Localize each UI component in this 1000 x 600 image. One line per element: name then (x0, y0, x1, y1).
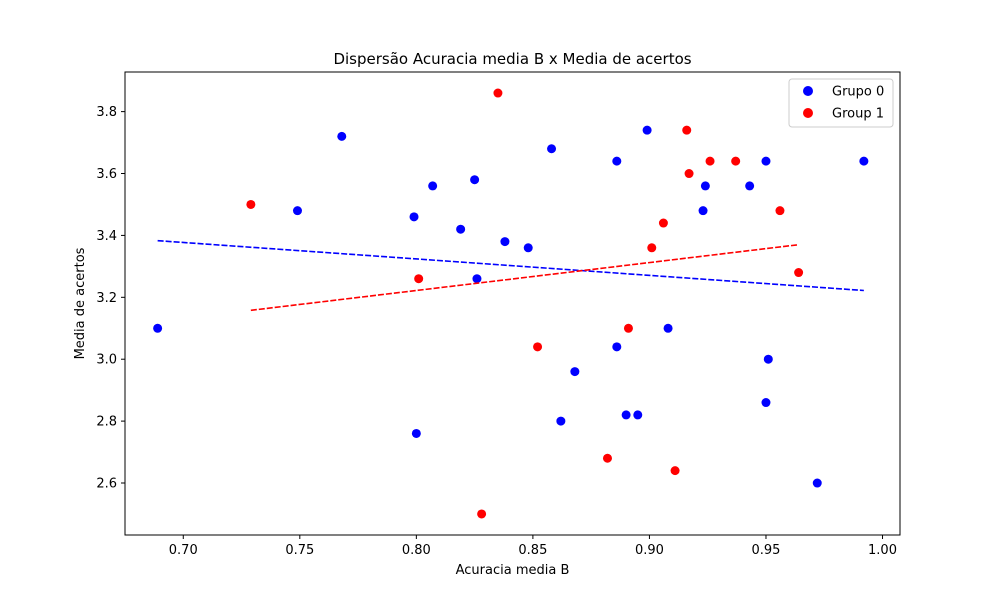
legend-label-grupo-0: Grupo 0 (832, 85, 884, 100)
axes-frame (124, 71, 901, 536)
legend-marker-group-1 (803, 108, 813, 118)
y-tick-label: 3.8 (96, 105, 117, 120)
x-tick-label: 0.90 (635, 543, 664, 558)
point-grupo-0-11 (547, 144, 557, 154)
point-grupo-0-25 (763, 354, 773, 364)
point-grupo-0-0 (153, 323, 163, 333)
y-tick-label: 3.6 (96, 167, 117, 182)
point-grupo-0-21 (700, 181, 710, 191)
point-group-1-14 (775, 206, 785, 216)
point-group-1-2 (477, 509, 487, 519)
point-group-1-8 (658, 218, 668, 228)
point-grupo-0-3 (409, 212, 419, 222)
axis-ticks: 0.70 0.75 0.80 0.85 0.90 0.95 1.00 2.6 2.8 3.0 3.2… (96, 105, 897, 558)
data-marks (153, 88, 869, 519)
point-group-1-1 (414, 274, 424, 284)
point-grupo-0-4 (411, 428, 421, 438)
point-group-1-12 (705, 156, 715, 166)
legend-box (788, 78, 894, 128)
point-grupo-0-13 (570, 367, 580, 377)
y-tick-label: 3.0 (96, 353, 117, 368)
point-grupo-0-16 (621, 410, 631, 420)
point-group-1-13 (731, 156, 741, 166)
legend-label-group-1: Group 1 (832, 107, 884, 122)
point-grupo-0-7 (470, 175, 480, 185)
x-tick-label: 1.00 (868, 543, 897, 558)
point-grupo-0-26 (812, 478, 822, 488)
point-grupo-0-20 (698, 206, 708, 216)
point-group-1-11 (684, 169, 694, 179)
legend: Grupo 0 Group 1 (788, 78, 894, 128)
point-group-1-15 (794, 268, 804, 278)
y-tick-label: 2.6 (96, 477, 117, 492)
point-group-1-4 (533, 342, 543, 352)
point-grupo-0-1 (292, 206, 302, 216)
point-group-1-0 (246, 199, 256, 209)
x-tick-label: 0.95 (752, 543, 781, 558)
series-group-1 (246, 88, 804, 519)
y-tick-label: 3.4 (96, 229, 117, 244)
y-axis-label: Media de acertos (73, 247, 88, 359)
point-group-1-10 (682, 125, 692, 135)
point-grupo-0-14 (612, 156, 622, 166)
x-tick-label: 0.75 (285, 543, 314, 558)
x-tick-label: 0.85 (518, 543, 547, 558)
point-grupo-0-12 (556, 416, 566, 426)
x-tick-label: 0.70 (169, 543, 198, 558)
point-grupo-0-24 (761, 398, 771, 408)
point-group-1-5 (602, 453, 612, 463)
y-tick-label: 2.8 (96, 415, 117, 430)
point-grupo-0-5 (428, 181, 438, 191)
trend-line-grupo-0 (157, 239, 864, 292)
point-grupo-0-17 (633, 410, 643, 420)
point-grupo-0-10 (523, 243, 533, 253)
legend-marker-grupo-0 (803, 86, 813, 96)
point-group-1-3 (493, 88, 503, 98)
point-grupo-0-2 (337, 131, 347, 141)
point-grupo-0-9 (500, 237, 510, 247)
point-grupo-0-15 (612, 342, 622, 352)
x-axis-label: Acuracia media B (456, 563, 570, 578)
point-group-1-7 (647, 243, 657, 253)
point-grupo-0-22 (745, 181, 755, 191)
point-grupo-0-18 (642, 125, 652, 135)
chart-title: Dispersão Acuracia media B x Media de ac… (333, 50, 691, 68)
point-grupo-0-6 (456, 224, 466, 234)
point-grupo-0-8 (472, 274, 482, 284)
point-grupo-0-23 (761, 156, 771, 166)
y-tick-label: 3.2 (96, 291, 117, 306)
point-grupo-0-19 (663, 323, 673, 333)
series-grupo-0 (153, 125, 869, 488)
point-grupo-0-27 (859, 156, 869, 166)
x-tick-label: 0.80 (402, 543, 431, 558)
point-group-1-6 (623, 323, 633, 333)
point-group-1-9 (670, 466, 680, 476)
trend-line-group-1 (250, 243, 799, 312)
